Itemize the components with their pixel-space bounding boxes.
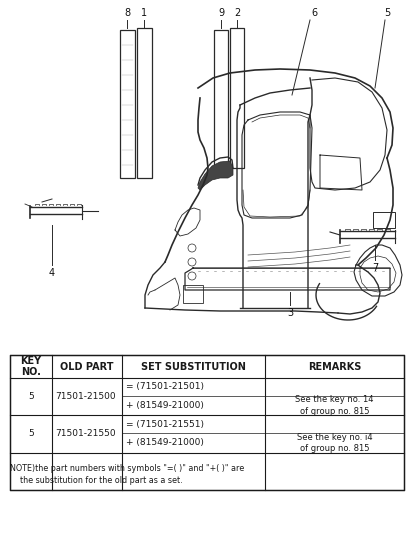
Text: OLD PART: OLD PART bbox=[60, 362, 114, 372]
Text: REMARKS: REMARKS bbox=[307, 362, 360, 372]
Text: SET SUBSTITUTION: SET SUBSTITUTION bbox=[141, 362, 245, 372]
Text: the substitution for the old part as a set.: the substitution for the old part as a s… bbox=[10, 476, 182, 485]
Text: 71501-21550: 71501-21550 bbox=[55, 429, 115, 438]
Text: 5: 5 bbox=[28, 392, 34, 401]
Text: 2: 2 bbox=[233, 8, 240, 18]
Text: 4: 4 bbox=[49, 268, 55, 278]
Text: 6: 6 bbox=[310, 8, 316, 18]
Text: 8: 8 bbox=[123, 8, 130, 18]
Polygon shape bbox=[197, 161, 233, 190]
Text: 7: 7 bbox=[371, 263, 377, 273]
Text: = (71501-21551): = (71501-21551) bbox=[126, 420, 204, 428]
Text: See the key no. 14
of group no. 815: See the key no. 14 of group no. 815 bbox=[294, 395, 373, 415]
Text: 5: 5 bbox=[28, 429, 34, 438]
Text: NOTE)the part numbers with symbols "=( )" and "+( )" are: NOTE)the part numbers with symbols "=( )… bbox=[10, 464, 244, 473]
Text: + (81549-21000): + (81549-21000) bbox=[126, 438, 203, 448]
Text: 1: 1 bbox=[140, 8, 147, 18]
Text: 9: 9 bbox=[217, 8, 223, 18]
Text: 5: 5 bbox=[383, 8, 389, 18]
Text: = (71501-21501): = (71501-21501) bbox=[126, 383, 204, 392]
Text: 3: 3 bbox=[286, 308, 292, 318]
Text: See the key no. i4
of group no. 815: See the key no. i4 of group no. 815 bbox=[296, 433, 371, 453]
Text: + (81549-21000): + (81549-21000) bbox=[126, 401, 203, 410]
Text: KEY
NO.: KEY NO. bbox=[20, 356, 41, 377]
Text: 71501-21500: 71501-21500 bbox=[55, 392, 115, 401]
